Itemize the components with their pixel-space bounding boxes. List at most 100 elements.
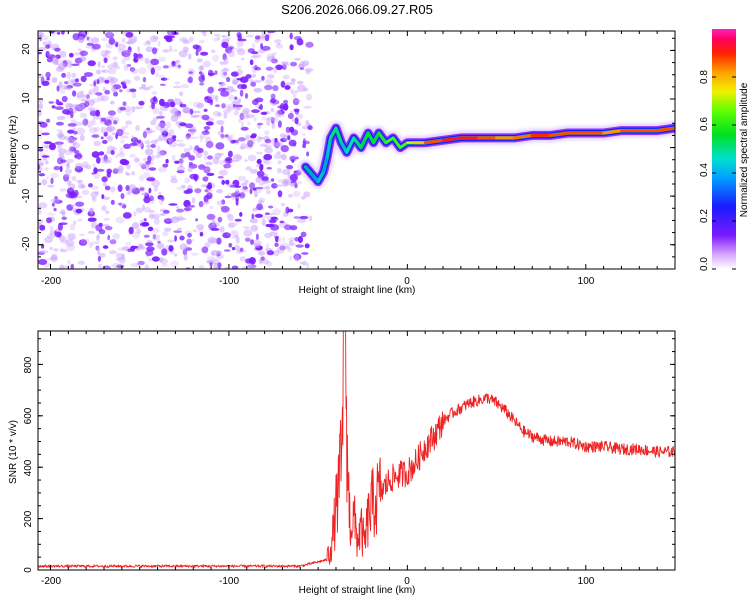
noise-blob — [122, 79, 132, 85]
noise-blob — [218, 169, 228, 176]
noise-blob — [279, 220, 285, 224]
noise-blob — [90, 241, 98, 245]
noise-blob — [89, 127, 98, 134]
noise-blob — [264, 144, 272, 149]
noise-blob — [174, 160, 180, 164]
noise-blob — [238, 137, 246, 142]
noise-blob — [159, 150, 167, 156]
noise-blob — [234, 96, 238, 100]
noise-blob — [179, 122, 187, 127]
noise-blob — [77, 35, 85, 43]
noise-blob — [42, 41, 47, 46]
noise-blob — [283, 99, 289, 105]
noise-blob — [71, 176, 77, 181]
noise-blob — [137, 139, 142, 144]
noise-blob — [38, 259, 48, 265]
noise-blob — [71, 183, 76, 189]
noise-blob — [135, 125, 140, 132]
noise-blob — [55, 58, 59, 65]
noise-blob — [73, 52, 81, 56]
noise-blob — [111, 132, 117, 136]
noise-blob — [71, 104, 79, 109]
noise-blob — [69, 223, 76, 231]
noise-blob — [294, 110, 300, 115]
noise-blob — [189, 239, 195, 242]
noise-blob — [271, 58, 278, 64]
noise-blob — [303, 191, 311, 198]
noise-blob — [91, 37, 100, 43]
noise-blob — [231, 100, 241, 105]
noise-blob — [241, 121, 244, 129]
noise-blob — [292, 99, 302, 103]
noise-blob — [64, 173, 71, 177]
colorbar: 0.0 0.2 0.4 0.6 0.8 Normalized spectral … — [699, 29, 750, 271]
noise-blob — [270, 93, 276, 100]
noise-blob — [221, 41, 229, 49]
noise-blob — [125, 163, 131, 170]
noise-blob — [78, 239, 88, 246]
noise-blob — [292, 82, 296, 86]
noise-blob — [200, 51, 209, 56]
noise-blob — [293, 143, 296, 147]
noise-blob — [80, 75, 87, 83]
noise-blob — [290, 88, 294, 95]
noise-blob — [202, 60, 211, 68]
noise-blob — [232, 139, 239, 144]
noise-blob — [266, 250, 275, 256]
noise-blob — [213, 263, 219, 269]
noise-blob — [229, 159, 239, 163]
noise-blob — [236, 40, 244, 48]
noise-blob — [271, 122, 276, 130]
noise-blob — [242, 114, 246, 120]
noise-blob — [92, 43, 101, 50]
noise-blob — [59, 211, 67, 215]
noise-blob — [148, 258, 153, 262]
noise-blob — [232, 103, 236, 108]
noise-blob — [121, 50, 131, 58]
noise-blob — [201, 73, 205, 81]
noise-blob — [167, 239, 176, 243]
noise-blob — [266, 53, 276, 61]
noise-blob — [171, 107, 179, 115]
noise-blob — [168, 129, 175, 137]
noise-blob — [182, 109, 189, 113]
noise-blob — [250, 239, 255, 245]
noise-blob — [56, 85, 60, 92]
noise-blob — [91, 151, 100, 158]
noise-blob — [138, 162, 144, 167]
noise-blob — [85, 94, 90, 99]
noise-blob — [294, 254, 300, 262]
noise-blob — [240, 187, 247, 193]
noise-blob — [206, 213, 216, 220]
noise-blob — [102, 86, 107, 92]
noise-blob — [272, 52, 277, 56]
colorbar-tick-0: 0.0 — [699, 257, 710, 271]
noise-blob — [100, 117, 106, 122]
noise-blob — [302, 260, 307, 266]
noise-blob — [181, 184, 186, 189]
noise-blob — [234, 234, 239, 238]
noise-blob — [98, 151, 105, 156]
noise-blob — [91, 221, 97, 229]
noise-blob — [176, 217, 187, 221]
noise-blob — [107, 64, 115, 69]
noise-blob — [139, 187, 145, 191]
noise-blob — [179, 103, 187, 108]
noise-blob — [298, 60, 306, 69]
spectrogram-y-tick-0: -20 — [21, 236, 32, 251]
noise-blob — [192, 101, 202, 108]
noise-blob — [66, 162, 70, 168]
noise-blob — [89, 207, 94, 215]
noise-blob — [239, 112, 245, 121]
noise-blob — [56, 128, 63, 132]
noise-blob — [226, 34, 231, 42]
noise-blob — [80, 183, 85, 189]
noise-blob — [247, 121, 251, 126]
noise-blob — [220, 90, 230, 97]
noise-blob — [56, 133, 65, 137]
noise-blob — [119, 106, 126, 111]
noise-blob — [289, 32, 293, 40]
noise-blob — [228, 134, 234, 141]
noise-blob — [176, 206, 180, 209]
noise-blob — [173, 230, 183, 234]
